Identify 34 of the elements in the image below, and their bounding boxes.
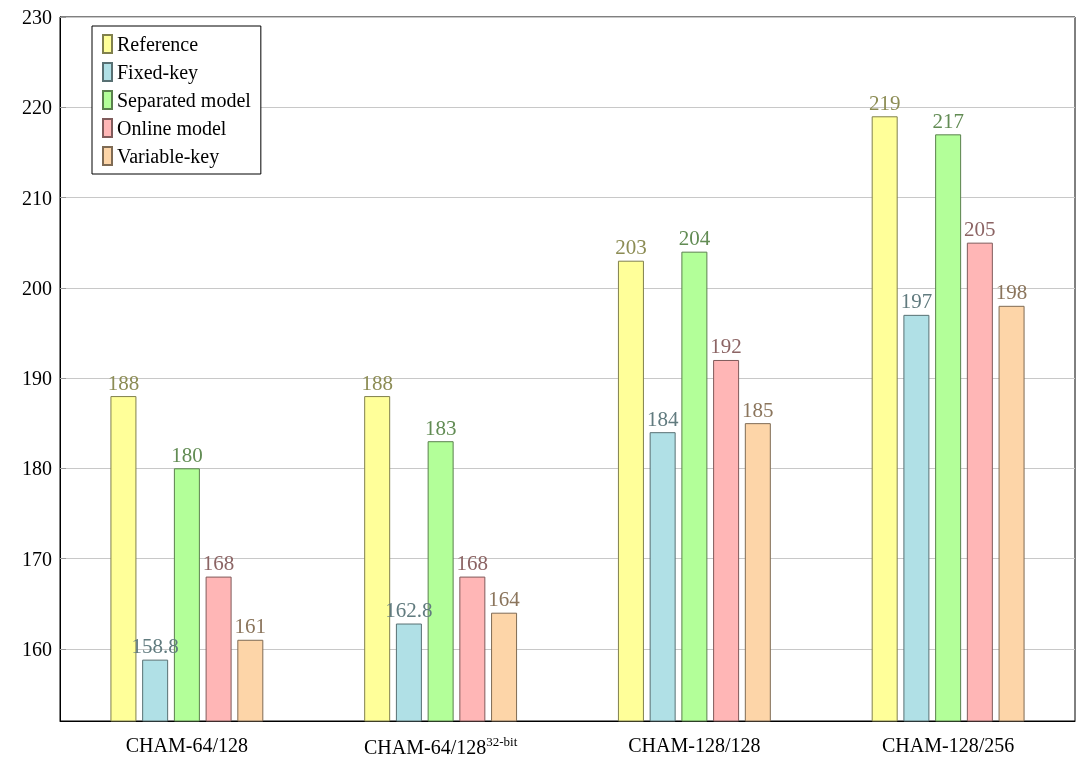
legend-label: Reference xyxy=(117,33,199,55)
data-label: 185 xyxy=(742,397,774,422)
x-tick-label: CHAM-128/256 xyxy=(882,734,1015,756)
x-tick-label: CHAM-64/128 xyxy=(125,734,248,756)
data-label: 168 xyxy=(456,551,489,576)
legend-label: Fixed-key xyxy=(117,61,199,84)
data-label: 183 xyxy=(424,415,457,440)
y-tick-label: 190 xyxy=(22,367,52,390)
data-label: 161 xyxy=(234,614,267,639)
data-label: 188 xyxy=(361,370,393,395)
y-tick-label: 220 xyxy=(22,96,52,119)
data-label: 192 xyxy=(710,334,742,359)
y-tick-label: 180 xyxy=(22,457,52,480)
data-label: 184 xyxy=(646,406,679,431)
data-label: 188 xyxy=(107,370,140,395)
y-tick-label: 230 xyxy=(22,6,52,28)
y-tick-label: 160 xyxy=(22,637,52,660)
data-label: 197 xyxy=(900,289,933,314)
data-label: 203 xyxy=(615,235,647,260)
data-label: 217 xyxy=(932,108,964,133)
x-tick-label: CHAM-128/128 xyxy=(628,734,761,756)
data-label: 204 xyxy=(678,226,711,251)
legend-label: Online model xyxy=(117,117,227,139)
data-label: 164 xyxy=(488,587,521,612)
data-label: 180 xyxy=(171,442,203,467)
data-label: 219 xyxy=(868,90,901,115)
legend-label: Variable-key xyxy=(117,145,220,168)
data-label: 205 xyxy=(964,217,996,242)
data-label: 198 xyxy=(995,280,1028,305)
y-tick-label: 170 xyxy=(22,547,52,570)
legend-label: Separated model xyxy=(117,89,252,112)
data-label: 168 xyxy=(202,551,235,576)
y-tick-label: 210 xyxy=(22,186,52,209)
y-tick-label: 200 xyxy=(22,276,52,299)
